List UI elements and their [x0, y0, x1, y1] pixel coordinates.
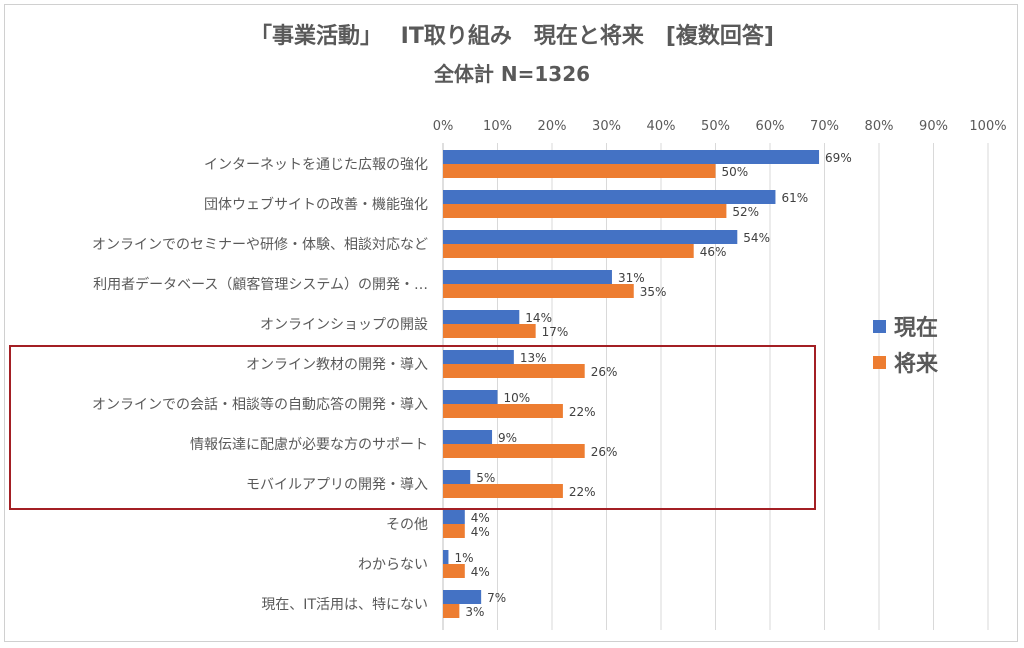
x-tick-label: 100%	[969, 119, 1006, 134]
bar-current	[443, 350, 514, 364]
bar-current	[443, 270, 612, 284]
data-label-future: 46%	[700, 245, 727, 259]
legend-label-current: 現在	[894, 316, 939, 341]
bar-future	[443, 564, 465, 578]
bar-current	[443, 510, 465, 524]
category-label: モバイルアプリの開発・導入	[246, 477, 428, 493]
legend-swatch-current	[873, 319, 886, 333]
data-label-future: 3%	[465, 605, 484, 619]
bar-current	[443, 430, 493, 444]
data-label-future: 52%	[732, 205, 759, 219]
data-label-current: 10%	[504, 391, 531, 405]
data-label-future: 22%	[569, 485, 596, 499]
data-label-current: 14%	[525, 311, 552, 325]
x-tick-label: 40%	[647, 119, 676, 134]
highlight-box	[9, 345, 816, 510]
data-label-current: 9%	[498, 431, 517, 445]
legend-swatch-future	[873, 355, 886, 369]
chart-title: 「事業活動」 IT取り組み 現在と将来 [複数回答]	[250, 24, 774, 49]
x-tick-label: 90%	[919, 119, 948, 134]
bar-future	[443, 484, 563, 498]
x-tick-label: 70%	[810, 119, 839, 134]
data-label-current: 1%	[454, 551, 473, 565]
x-tick-label: 80%	[865, 119, 894, 134]
category-label: オンライン教材の開発・導入	[246, 357, 428, 373]
bar-current	[443, 590, 482, 604]
data-label-current: 54%	[743, 231, 770, 245]
category-label: 情報伝達に配慮が必要な方のサポート	[190, 437, 428, 453]
data-label-future: 22%	[569, 405, 596, 419]
legend-label-future: 将来	[894, 352, 939, 377]
data-label-future: 26%	[591, 445, 618, 459]
x-tick-label: 10%	[483, 119, 512, 134]
data-label-current: 4%	[471, 511, 490, 525]
bar-future	[443, 604, 460, 618]
bar-future	[443, 364, 585, 378]
bar-future	[443, 444, 585, 458]
data-label-current: 31%	[618, 271, 645, 285]
legend-item-current: 現在	[873, 308, 938, 344]
bar-current	[443, 550, 449, 564]
x-tick-label: 0%	[433, 119, 454, 134]
category-label: 利用者データベース（顧客管理システム）の開発・…	[93, 276, 428, 293]
category-label: 団体ウェブサイトの改善・機能強化	[204, 196, 428, 213]
category-label: オンラインでのセミナーや研修・体験、相談対応など	[92, 237, 428, 253]
bar-future	[443, 324, 536, 338]
bar-future	[443, 404, 563, 418]
data-label-current: 7%	[487, 591, 506, 605]
x-tick-label: 30%	[592, 119, 621, 134]
data-label-future: 4%	[471, 525, 490, 539]
x-tick-label: 50%	[701, 119, 730, 134]
legend-item-future: 将来	[873, 344, 938, 380]
bar-future	[443, 164, 716, 178]
data-label-future: 50%	[722, 165, 749, 179]
bar-future	[443, 244, 694, 258]
category-label: オンラインショップの開設	[260, 317, 428, 333]
legend: 現在 将来	[873, 308, 938, 380]
bar-future	[443, 524, 465, 538]
bar-current	[443, 190, 776, 204]
data-label-current: 5%	[476, 471, 495, 485]
data-label-future: 17%	[542, 325, 569, 339]
bar-current	[443, 230, 738, 244]
data-label-current: 61%	[781, 191, 808, 205]
data-label-future: 35%	[640, 285, 667, 299]
chart-subtitle: 全体計 N=1326	[433, 62, 591, 86]
bar-current	[443, 390, 498, 404]
x-tick-label: 60%	[756, 119, 785, 134]
data-label-current: 69%	[825, 151, 852, 165]
category-label: インターネットを通じた広報の強化	[204, 157, 428, 173]
bar-current	[443, 150, 820, 164]
category-label: わからない	[358, 557, 428, 573]
data-label-current: 13%	[520, 351, 547, 365]
bar-current	[443, 470, 471, 484]
data-label-future: 4%	[471, 565, 490, 579]
x-tick-label: 20%	[538, 119, 567, 134]
category-label: オンラインでの会話・相談等の自動応答の開発・導入	[92, 396, 428, 413]
bar-future	[443, 284, 634, 298]
bar-current	[443, 310, 520, 324]
data-label-future: 26%	[591, 365, 618, 379]
category-label: その他	[386, 517, 428, 533]
bar-future	[443, 204, 727, 218]
category-label: 現在、IT活用は、特にない	[261, 597, 428, 613]
